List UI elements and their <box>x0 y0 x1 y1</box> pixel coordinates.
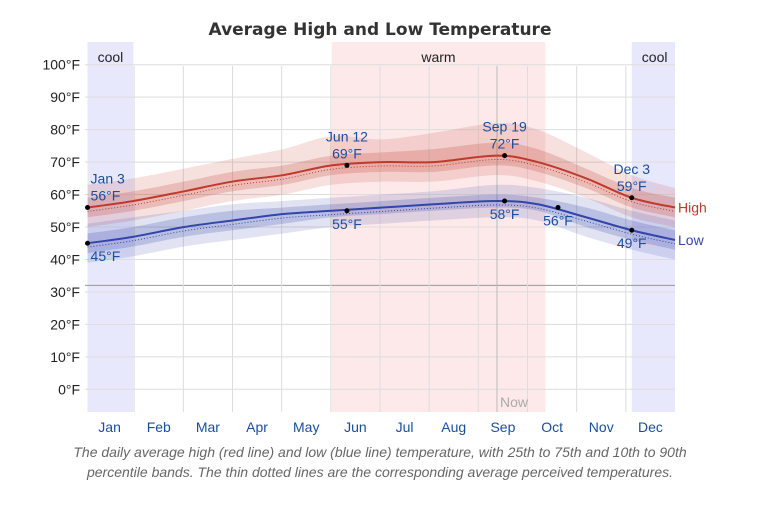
season-label-2: cool <box>642 49 668 65</box>
x-tick-label: Nov <box>589 419 614 435</box>
annotation-point <box>555 205 561 211</box>
annotation-value: 72°F <box>490 136 520 152</box>
y-tick-label: 30°F <box>50 284 80 300</box>
low-p10-p90-band <box>87 184 676 263</box>
y-tick-label: 40°F <box>50 251 80 267</box>
low-perceived-line <box>87 204 676 248</box>
annotation-value: 59°F <box>617 178 647 194</box>
low-series-line <box>87 200 676 245</box>
season-label-0: cool <box>98 49 124 65</box>
annotation-point <box>85 205 91 211</box>
chart-title: Average High and Low Temperature <box>209 20 552 40</box>
high-p25-p75-band <box>87 142 676 218</box>
annotation-value: 69°F <box>332 145 362 161</box>
x-tick-label: Dec <box>638 419 663 435</box>
x-tick-label: May <box>293 419 319 435</box>
chart-caption: The daily average high (red line) and lo… <box>73 444 687 480</box>
temperature-chart: Average High and Low Temperature cool war… <box>42 20 707 435</box>
annotation-point <box>344 162 350 168</box>
y-tick-label: 100°F <box>42 57 80 73</box>
y-tick-label: 60°F <box>50 187 80 203</box>
high-series-line <box>87 154 676 209</box>
annotation-date: Jan 3 <box>91 171 125 187</box>
y-tick-label: 10°F <box>50 349 80 365</box>
annotation-date: Dec 3 <box>613 161 650 177</box>
x-tick-label: Jan <box>98 419 121 435</box>
annotation-value: 55°F <box>332 216 362 232</box>
annotation-value: 45°F <box>91 248 121 264</box>
high-series-label: High <box>678 200 707 216</box>
x-tick-label: Oct <box>541 419 563 435</box>
annotation-value: 56°F <box>91 188 121 204</box>
low-series-label: Low <box>678 232 705 248</box>
x-tick-label: Jun <box>344 419 367 435</box>
now-label: Now <box>500 394 529 410</box>
y-tick-label: 70°F <box>50 154 80 170</box>
annotation-value: 56°F <box>543 213 573 229</box>
annotation-date: Jun 12 <box>326 128 368 144</box>
annotation-point <box>502 198 508 204</box>
annotation-point <box>344 208 350 214</box>
annotation-value: 49°F <box>617 235 647 251</box>
annotation-point <box>85 240 91 246</box>
y-tick-label: 20°F <box>50 316 80 332</box>
annotation-point <box>629 195 635 201</box>
annotation-value: 58°F <box>490 206 520 222</box>
x-tick-label: Mar <box>196 419 220 435</box>
x-tick-label: Aug <box>441 419 466 435</box>
x-tick-label: Sep <box>490 419 515 435</box>
y-tick-label: 50°F <box>50 219 80 235</box>
y-tick-label: 0°F <box>58 381 80 397</box>
annotation-point <box>629 227 635 233</box>
annotation-date: Sep 19 <box>482 119 527 135</box>
x-tick-label: Feb <box>147 419 171 435</box>
y-tick-label: 90°F <box>50 89 80 105</box>
x-tick-label: Jul <box>396 419 414 435</box>
y-tick-label: 80°F <box>50 122 80 138</box>
x-tick-label: Apr <box>246 419 268 435</box>
high-p10-p90-band <box>87 123 676 227</box>
annotation-point <box>502 153 508 159</box>
season-label-1: warm <box>420 49 455 65</box>
